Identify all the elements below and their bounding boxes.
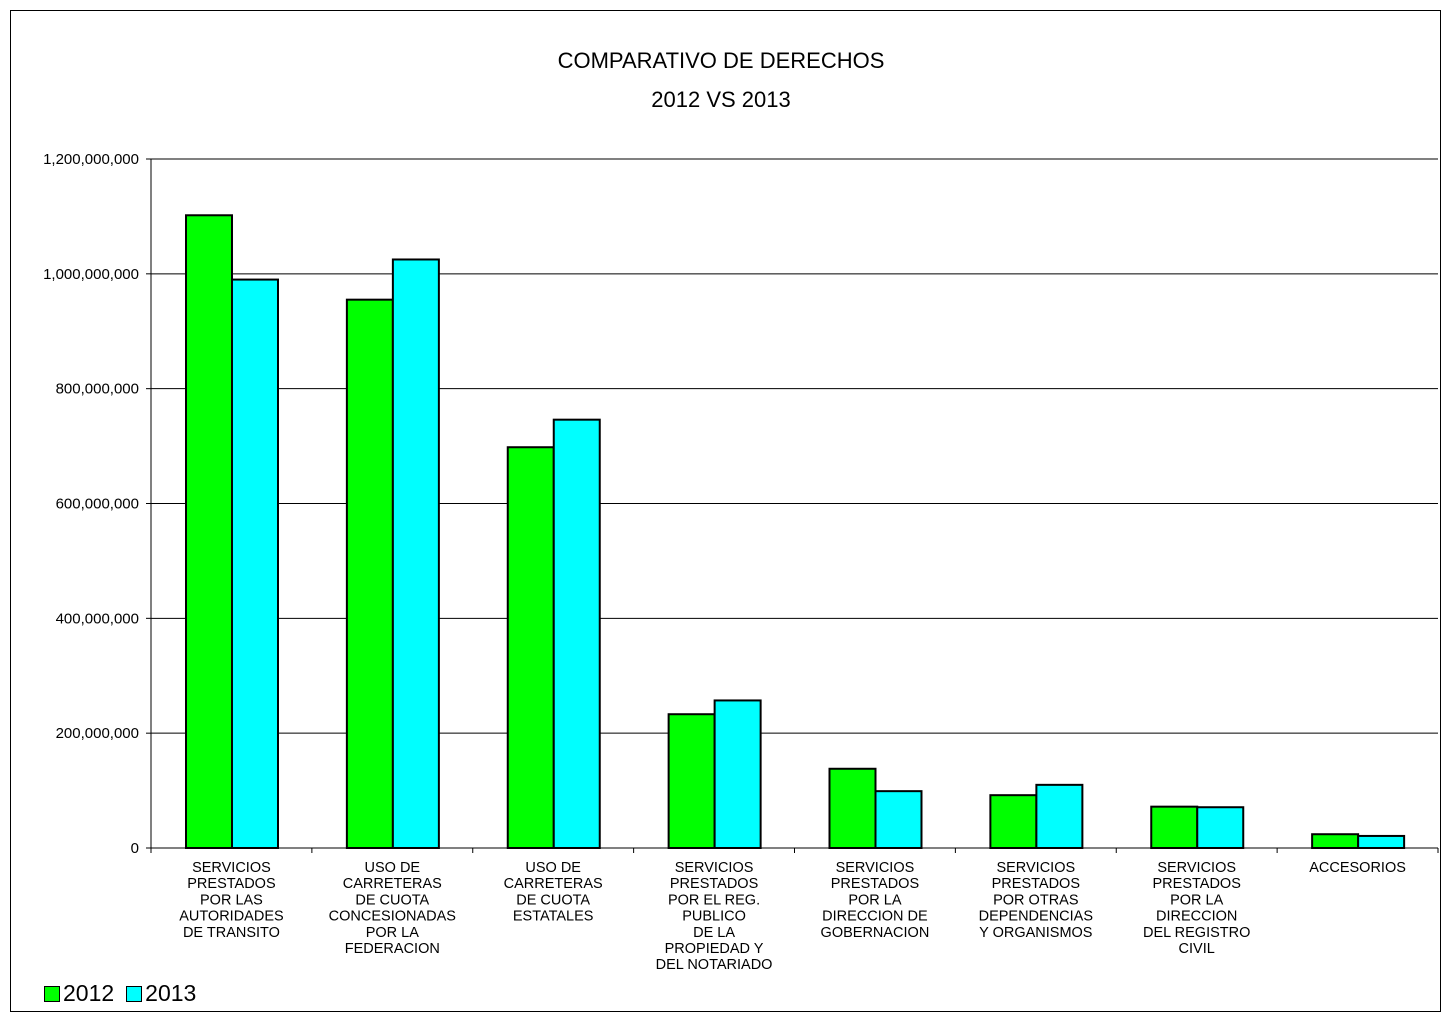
bar-2013	[391, 258, 440, 849]
y-tick-label: 1,000,000,000	[43, 266, 139, 283]
x-tick-label: USO DE CARRETERAS DE CUOTA CONCESIONADAS POR…	[329, 860, 456, 957]
x-tick-label: SERVICIOS PRESTADOS POR LAS AUTORIDADES DE T…	[179, 860, 283, 941]
bar-2012	[1150, 805, 1199, 849]
bar-2013	[1357, 834, 1406, 850]
legend-item-2012: 2012	[44, 980, 114, 1007]
x-tick-label: SERVICIOS PRESTADOS POR LA DIRECCION DE GOBE…	[821, 860, 930, 941]
bar-2012	[1311, 833, 1360, 849]
legend: 2012 2013	[44, 980, 208, 1007]
legend-item-2013: 2013	[126, 980, 196, 1007]
y-tick-label: 200,000,000	[56, 725, 139, 742]
chart-subtitle: 2012 VS 2013	[651, 87, 791, 112]
bar-2013	[1035, 783, 1084, 850]
bar-2013	[874, 790, 923, 849]
y-tick-label: 600,000,000	[56, 496, 139, 513]
bar-2012	[345, 298, 394, 849]
bar-2012	[667, 713, 716, 850]
legend-label-2013: 2013	[145, 980, 197, 1006]
bar-2012	[828, 767, 877, 850]
x-tick-label: ACCESORIOS	[1309, 860, 1406, 876]
y-tick-label: 400,000,000	[56, 610, 139, 627]
y-tick-label: 0	[131, 840, 139, 857]
legend-swatch-2012	[44, 985, 60, 1002]
bar-2013	[231, 278, 279, 849]
x-tick-label: SERVICIOS PRESTADOS POR LA DIRECCION DEL REG…	[1143, 860, 1250, 957]
y-tick-label: 800,000,000	[56, 381, 139, 398]
x-tick-label: SERVICIOS PRESTADOS POR EL REG. PUBLICO DE L…	[656, 860, 773, 973]
chart-title: COMPARATIVO DE DERECHOS	[557, 48, 885, 73]
bar-2012	[185, 214, 233, 850]
x-tick-label: USO DE CARRETERAS DE CUOTA ESTATALES	[504, 860, 603, 925]
bar-2013	[1196, 806, 1245, 850]
x-tick-label: SERVICIOS PRESTADOS POR OTRAS DEPENDENCIAS Y…	[979, 860, 1093, 941]
chart-frame	[10, 10, 1441, 1012]
legend-swatch-2013	[126, 985, 143, 1002]
bar-2012	[506, 446, 555, 849]
bar-2013	[713, 699, 762, 849]
legend-label-2012: 2012	[63, 980, 115, 1006]
bar-2013	[552, 418, 601, 849]
bar-2012	[989, 794, 1038, 850]
y-tick-label: 1,200,000,000	[43, 151, 139, 168]
